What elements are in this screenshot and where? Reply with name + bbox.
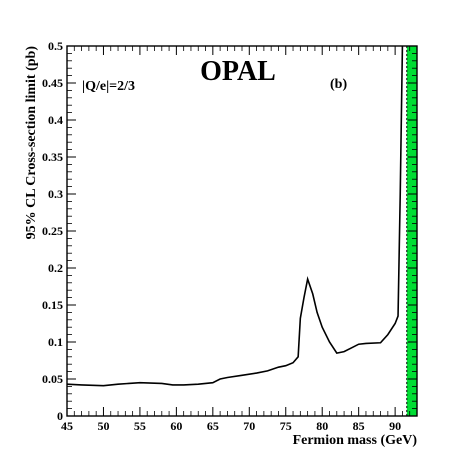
y-tick-label: 0.4 [48, 113, 63, 127]
y-tick-label: 0.25 [42, 224, 63, 238]
charge-annotation: |Q/e|=2/3 [82, 79, 135, 94]
y-tick-label: 0.05 [42, 372, 63, 386]
y-tick-label: 0.45 [42, 76, 63, 90]
y-tick-label: 0 [57, 409, 63, 423]
x-tick-label: 65 [207, 419, 219, 433]
panel-label: (b) [330, 77, 347, 92]
plot-background [67, 46, 417, 416]
y-tick-label: 0.5 [48, 39, 63, 53]
y-tick-label: 0.35 [42, 150, 63, 164]
x-tick-label: 80 [316, 419, 328, 433]
x-tick-label: 45 [61, 419, 73, 433]
y-tick-label: 0.3 [48, 187, 63, 201]
x-axis-label: Fermion mass (GeV) [293, 433, 418, 448]
x-tick-labels: 45 50 55 60 65 70 75 80 85 90 [61, 419, 401, 433]
x-tick-label: 70 [243, 419, 255, 433]
x-tick-label: 50 [97, 419, 109, 433]
x-tick-label: 55 [134, 419, 146, 433]
plot-frame [66, 45, 418, 417]
y-tick-labels: 0 0.05 0.1 0.15 0.2 0.25 0.3 0.35 0.4 0.45 0.5 [42, 39, 63, 423]
x-tick-label: 90 [389, 419, 401, 433]
x-tick-label: 75 [280, 419, 292, 433]
chart-title: OPAL [200, 56, 276, 87]
x-tick-label: 85 [353, 419, 365, 433]
x-tick-label: 60 [170, 419, 182, 433]
y-tick-label: 0.2 [48, 261, 63, 275]
y-tick-label: 0.15 [42, 298, 63, 312]
series-line [66, 45, 404, 387]
y-tick-label: 0.1 [48, 335, 63, 349]
y-axis-label: 95% CL Cross-section limit (pb) [24, 46, 39, 240]
